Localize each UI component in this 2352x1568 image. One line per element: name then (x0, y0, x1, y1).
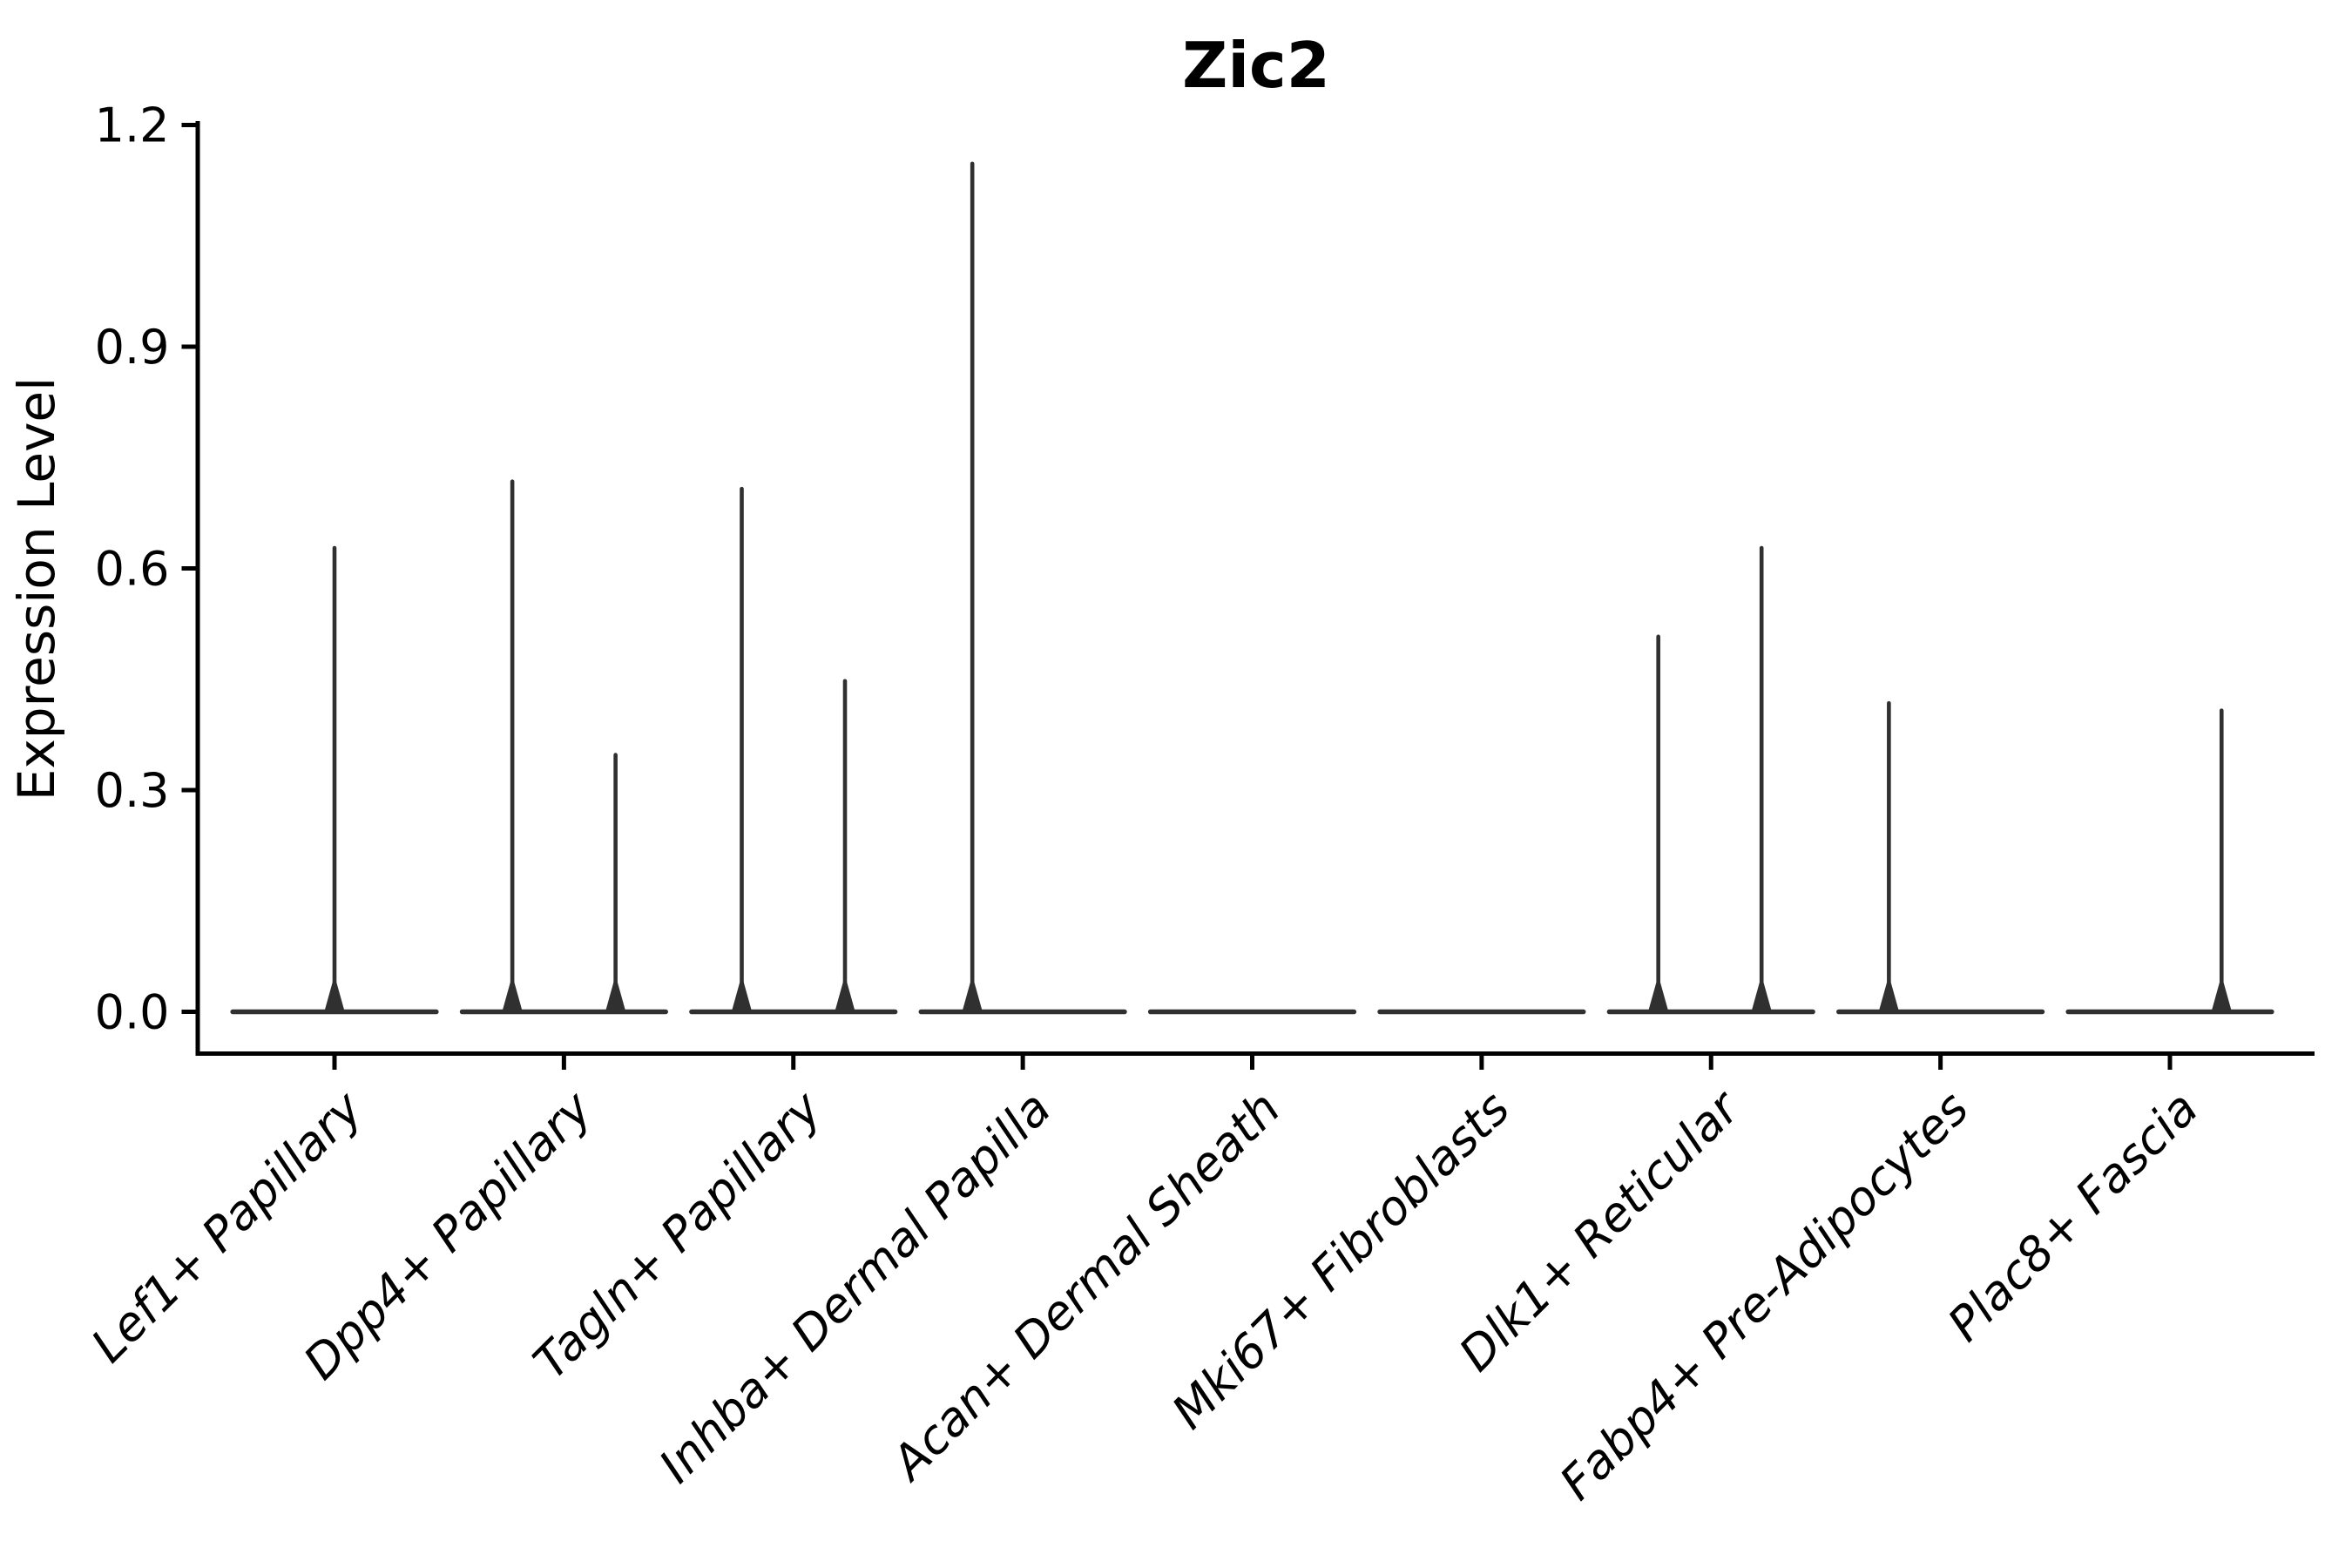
y-tick-label: 0.9 (95, 320, 170, 375)
violin (1836, 700, 2045, 1015)
violin (689, 486, 898, 1015)
x-tick-label: Plac8+ Fascia (1937, 1081, 2208, 1352)
violin (230, 545, 439, 1015)
y-tick-label: 1.2 (95, 98, 170, 153)
x-tick-label: Fabp4+ Pre-Adipocytes (1549, 1081, 1978, 1511)
y-tick-label: 0.6 (95, 542, 170, 597)
violin-layer (230, 161, 2274, 1015)
y-tick-label: 0.0 (95, 985, 170, 1040)
x-tick-label: Inhba+ Dermal Papilla (649, 1081, 1062, 1494)
chart-title: Zic2 (1182, 29, 1330, 102)
y-tick-label: 0.3 (95, 763, 170, 818)
violin (2065, 708, 2274, 1015)
x-tick-label: Acan+ Dermal Sheath (880, 1081, 1291, 1492)
y-axis-label: Expression Level (7, 377, 66, 801)
violin (459, 479, 668, 1015)
violin (1606, 545, 1815, 1015)
violin (918, 161, 1127, 1015)
